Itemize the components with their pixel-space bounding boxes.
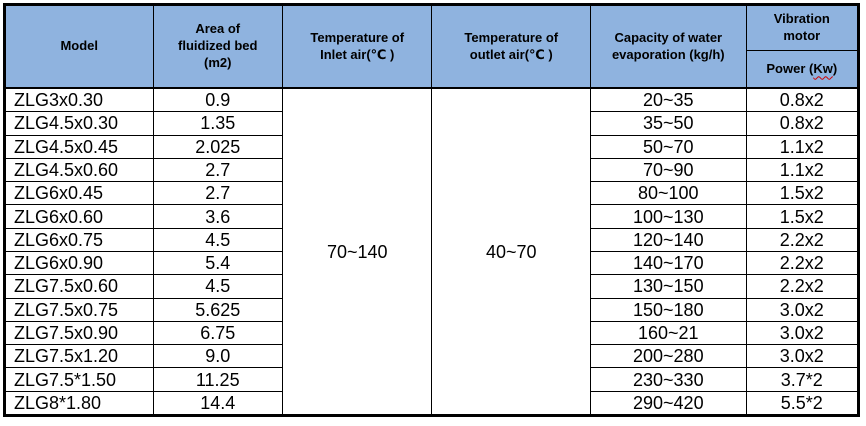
power-cell: 2.2x2	[745, 274, 860, 299]
header-temp-inlet: Temperature of Inlet air(℃ )	[281, 4, 433, 89]
model-cell: ZLG4.5x0.60	[4, 157, 154, 183]
capacity-cell: 120~140	[590, 227, 747, 252]
capacity-cell: 35~50	[590, 111, 747, 136]
model-cell: ZLG7.5x0.60	[4, 274, 154, 299]
area-cell: 2.025	[152, 134, 283, 159]
table-row: ZLG7.5*1.50 11.25 230~330 3.7*2	[4, 367, 860, 392]
model-cell: ZLG6x0.75	[4, 227, 154, 252]
capacity-cell: 80~100	[590, 181, 747, 206]
area-cell: 14.4	[152, 390, 283, 417]
power-cell: 3.0x2	[745, 320, 860, 346]
power-cell: 3.0x2	[745, 297, 860, 322]
capacity-cell: 20~35	[590, 87, 747, 113]
power-cell: 3.0x2	[745, 344, 860, 369]
power-label-suffix: )	[832, 60, 838, 76]
power-cell: 5.5*2	[745, 390, 860, 417]
area-cell: 9.0	[152, 344, 283, 369]
model-cell: ZLG3x0.30	[4, 87, 154, 113]
power-cell: 3.7*2	[745, 367, 860, 392]
table-row: ZLG6x0.75 4.5 120~140 2.2x2	[4, 227, 860, 252]
capacity-cell: 200~280	[590, 344, 747, 369]
header-area: Area of fluidized bed (m2)	[152, 4, 283, 89]
header-row-2: Power (Kw)	[5, 50, 860, 89]
header-model: Model	[4, 4, 154, 89]
area-cell: 11.25	[152, 367, 283, 392]
model-cell: ZLG7.5x0.75	[4, 297, 154, 322]
table-row: ZLG6x0.60 3.6 100~130 1.5x2	[4, 204, 860, 229]
power-cell: 2.2x2	[745, 250, 860, 276]
capacity-cell: 140~170	[590, 250, 747, 276]
spec-table: Model Area of fluidized bed (m2) Tempera…	[3, 3, 860, 417]
power-cell: 1.5x2	[745, 181, 860, 206]
model-cell: ZLG4.5x0.30	[4, 111, 154, 136]
header-capacity: Capacity of water evaporation (kg/h)	[590, 4, 747, 89]
area-cell: 2.7	[152, 157, 283, 183]
area-cell: 5.4	[152, 250, 283, 276]
table-row: ZLG3x0.30 0.9 70~140 40~70 20~35 0.8x2	[4, 87, 860, 416]
area-cell: 5.625	[152, 297, 283, 322]
table-row: ZLG8*1.80 14.4 290~420 5.5*2	[4, 390, 860, 417]
model-cell: ZLG6x0.60	[4, 204, 154, 229]
capacity-cell: 230~330	[590, 367, 747, 392]
table-row: ZLG4.5x0.45 2.025 50~70 1.1x2	[4, 134, 860, 159]
model-cell: ZLG6x0.90	[4, 250, 154, 276]
header-row-1: Model Area of fluidized bed (m2) Tempera…	[4, 4, 860, 89]
area-cell: 2.7	[152, 181, 283, 206]
table-row: ZLG7.5x1.20 9.0 200~280 3.0x2	[4, 344, 860, 369]
area-cell: 4.5	[152, 274, 283, 299]
header-temp-outlet: Temperature of outlet air(℃ )	[431, 4, 592, 89]
temp-outlet-value-cell: 40~70	[431, 87, 592, 416]
table-row: ZLG7.5x0.60 4.5 130~150 2.2x2	[4, 274, 860, 299]
area-cell: 0.9	[152, 87, 283, 113]
capacity-cell: 150~180	[590, 297, 747, 322]
table-header: Model Area of fluidized bed (m2) Tempera…	[4, 4, 860, 89]
model-cell: ZLG4.5x0.45	[4, 134, 154, 159]
capacity-cell: 50~70	[590, 134, 747, 159]
area-cell: 3.6	[152, 204, 283, 229]
model-cell: ZLG7.5*1.50	[4, 367, 154, 392]
table-row: ZLG4.5x0.60 2.7 70~90 1.1x2	[4, 157, 860, 183]
power-cell: 2.2x2	[745, 227, 860, 252]
power-cell: 1.5x2	[745, 204, 860, 229]
model-cell: ZLG8*1.80	[4, 390, 154, 417]
table-row: ZLG7.5x0.90 6.75 160~21 3.0x2	[4, 320, 860, 346]
capacity-cell: 70~90	[590, 157, 747, 183]
header-vibration-motor: Vibration motor	[745, 4, 860, 51]
capacity-cell: 290~420	[590, 390, 747, 417]
area-cell: 4.5	[152, 227, 283, 252]
power-label-kw: Kw	[813, 60, 833, 76]
table-row: ZLG6x0.45 2.7 80~100 1.5x2	[4, 181, 860, 206]
temp-inlet-value-cell: 70~140	[281, 87, 433, 416]
power-cell: 1.1x2	[745, 134, 860, 159]
capacity-cell: 130~150	[590, 274, 747, 299]
power-cell: 0.8x2	[745, 87, 860, 113]
area-cell: 1.35	[152, 111, 283, 136]
model-cell: ZLG7.5x1.20	[4, 344, 154, 369]
area-cell: 6.75	[152, 320, 283, 346]
model-cell: ZLG6x0.45	[4, 181, 154, 206]
capacity-cell: 160~21	[590, 320, 747, 346]
header-power: Power (Kw)	[745, 50, 860, 89]
power-cell: 1.1x2	[745, 157, 860, 183]
capacity-cell: 100~130	[590, 204, 747, 229]
power-cell: 0.8x2	[745, 111, 860, 136]
table-row: ZLG7.5x0.75 5.625 150~180 3.0x2	[4, 297, 860, 322]
model-cell: ZLG7.5x0.90	[4, 320, 154, 346]
power-label-prefix: Power (	[766, 60, 814, 76]
table-body: ZLG3x0.30 0.9 70~140 40~70 20~35 0.8x2 ZLG4.5x…	[4, 87, 860, 417]
